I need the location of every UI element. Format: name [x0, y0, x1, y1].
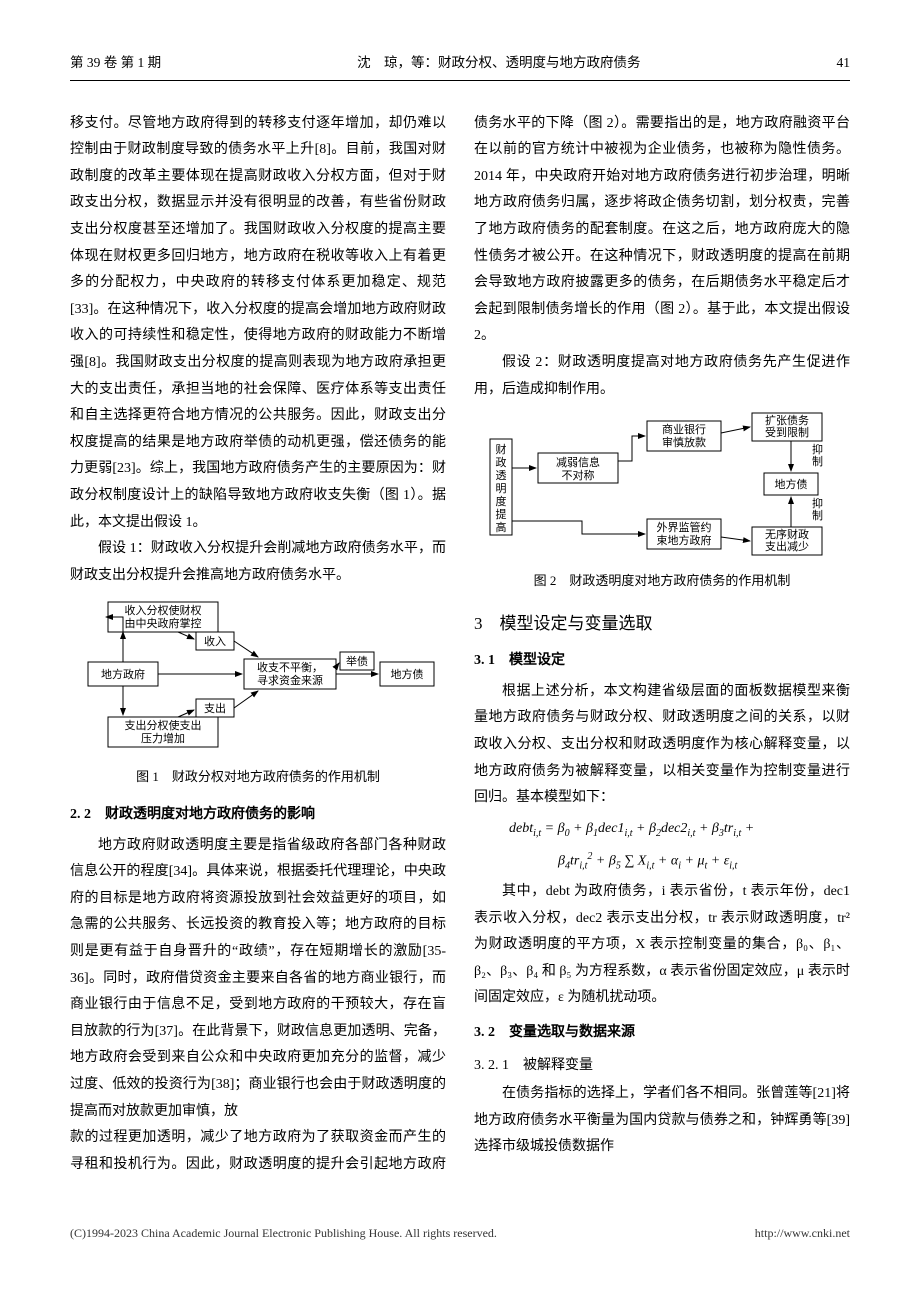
fig2-local-debt: 地方债: [775, 477, 808, 491]
equation-line-2: β4tri,t2 + β5 ∑ Xi,t + αi + μt + εi,t: [474, 847, 850, 875]
figure-2-caption: 图 2 财政透明度对地方政府债务的作用机制: [474, 569, 850, 594]
fig2-reduce-a: 无序财政: [765, 527, 809, 541]
fig2-inhibit-2b: 制: [812, 509, 823, 522]
fig2-supervise-a: 外界监管约: [657, 520, 712, 534]
fig2-inhibit-1a: 抑: [812, 442, 823, 456]
para-3-1b: 其中，debt 为政府债务，i 表示省份，t 表示年份，dec1 表示收入分权，…: [474, 879, 850, 1012]
svg-text:政: 政: [496, 455, 507, 469]
fig1-node-bottom-b: 压力增加: [141, 731, 185, 745]
heading-3-1: 3. 1 模型设定: [474, 648, 850, 675]
body-columns: 移支付。尽管地方政府得到的转移支付逐年增加，却仍难以控制由于财政制度导致的债务水…: [70, 111, 850, 1179]
fig2-bank-a: 商业银行: [662, 422, 706, 436]
hypothesis-2: 假设 2：财政透明度提高对地方政府债务先产生促进作用，后造成抑制作用。: [474, 350, 850, 403]
col1-para1: 移支付。尽管地方政府得到的转移支付逐年增加，却仍难以控制由于财政制度导致的债务水…: [70, 111, 446, 537]
svg-text:财: 财: [496, 442, 507, 456]
svg-text:明: 明: [496, 482, 507, 495]
para-3-2-1: 在债务指标的选择上，学者们各不相同。张曾莲等[21]将地方政府债务水平衡量为国内…: [474, 1081, 850, 1161]
page-header: 第 39 卷 第 1 期 沈 琼，等：财政分权、透明度与地方政府债务 41: [70, 50, 850, 81]
svg-text:减弱信息: 减弱信息: [556, 455, 600, 469]
heading-3: 3 模型设定与变量选取: [474, 608, 850, 640]
fig1-node-income: 收入: [204, 634, 226, 648]
fig2-supervise-b: 束地方政府: [657, 533, 712, 547]
fig1-node-local-debt: 地方债: [391, 667, 424, 681]
svg-text:不对称: 不对称: [562, 468, 595, 482]
page-footer: (C)1994-2023 China Academic Journal Elec…: [0, 1208, 920, 1265]
figure-1-caption: 图 1 财政分权对地方政府债务的作用机制: [70, 765, 446, 790]
heading-3-2: 3. 2 变量选取与数据来源: [474, 1020, 850, 1047]
para-2-2: 地方政府财政透明度主要是指省级政府各部门各种财政信息公开的程度[34]。具体来说…: [70, 833, 446, 1126]
svg-text:度: 度: [496, 494, 507, 508]
hypothesis-1: 假设 1：财政收入分权提升会削减地方政府债务水平，而财政支出分权提升会推高地方政…: [70, 536, 446, 589]
header-page-number: 41: [837, 50, 851, 76]
footer-copyright: (C)1994-2023 China Academic Journal Elec…: [70, 1226, 497, 1240]
svg-text:透: 透: [496, 469, 507, 482]
fig2-inhibit-1b: 制: [812, 455, 823, 468]
fig2-bank-b: 审慎放款: [662, 435, 706, 449]
fig1-node-bottom-a: 支出分权使支出: [125, 718, 202, 732]
fig1-node-expend: 支出: [204, 701, 226, 715]
fig2-inhibit-2a: 抑: [812, 496, 823, 510]
fig1-node-imbalance-a: 收支不平衡，: [257, 660, 323, 674]
figure-2: 财 政 透 明 度 提 高 减弱信息 不对称 商业银行 审慎放款 外界监管约 束…: [474, 411, 850, 594]
heading-3-2-1: 3. 2. 1 被解释变量: [474, 1053, 850, 1080]
fig2-limit-a: 扩张债务: [765, 413, 809, 427]
equation-line-1: debti,t = β0 + β1dec1i,t + β2dec2i,t + β…: [474, 816, 850, 843]
header-volume: 第 39 卷 第 1 期: [70, 50, 161, 76]
svg-text:高: 高: [496, 520, 507, 534]
svg-text:提: 提: [496, 508, 507, 521]
para-3-1: 根据上述分析，本文构建省级层面的面板数据模型来衡量地方政府债务与财政分权、财政透…: [474, 679, 850, 812]
fig1-node-borrow: 举债: [346, 654, 368, 668]
header-title: 沈 琼，等：财政分权、透明度与地方政府债务: [161, 50, 836, 76]
fig1-node-local-gov: 地方政府: [101, 667, 145, 681]
fig2-reduce-b: 支出减少: [765, 539, 809, 553]
fig1-node-top-a: 收入分权使财权: [125, 603, 202, 617]
figure-1: 收入分权使财权 由中央政府掌控 地方政府 支出分权使支出 压力增加 收入 支出 …: [70, 597, 446, 790]
fig1-node-top-b: 由中央政府掌控: [125, 616, 202, 630]
fig2-limit-b: 受到限制: [765, 426, 809, 439]
heading-2-2: 2. 2 财政透明度对地方政府债务的影响: [70, 802, 446, 829]
footer-url: http://www.cnki.net: [755, 1222, 850, 1245]
fig1-node-imbalance-b: 寻求资金来源: [257, 673, 323, 687]
